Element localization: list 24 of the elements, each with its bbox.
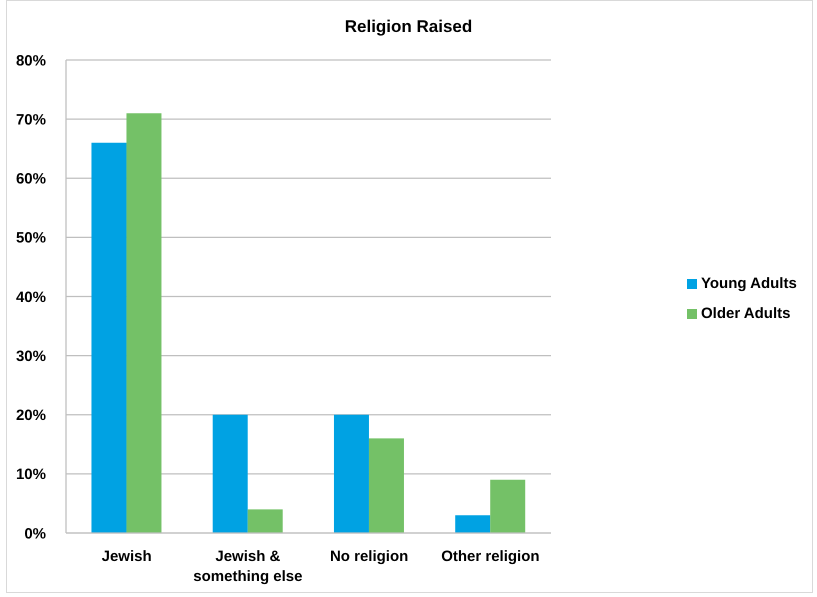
bar xyxy=(368,438,404,533)
x-tick-label: Jewish xyxy=(102,548,152,565)
bar xyxy=(248,509,283,533)
y-tick-label: 10% xyxy=(16,466,46,484)
x-tick-label: No religion xyxy=(330,548,408,565)
bar xyxy=(126,113,162,533)
chart-title: Religion Raised xyxy=(344,17,474,37)
y-tick-label: 50% xyxy=(16,230,46,247)
bar xyxy=(334,414,369,533)
bar xyxy=(490,480,526,533)
bar xyxy=(455,515,490,533)
y-tick-label: 0% xyxy=(24,525,46,542)
legend-label: Older Adults xyxy=(701,305,790,322)
x-tick-label: Jewish & something else xyxy=(193,548,302,585)
bar xyxy=(212,414,248,533)
x-tick-label: Other religion xyxy=(441,548,540,565)
y-tick-label: 40% xyxy=(16,288,46,306)
y-tick-label: 70% xyxy=(16,111,46,128)
legend-label: Young Adults xyxy=(701,275,797,292)
y-tick-label: 60% xyxy=(16,170,46,188)
bar xyxy=(91,142,126,533)
y-tick-label: 30% xyxy=(16,348,46,365)
y-tick-label: 80% xyxy=(16,52,46,70)
y-tick-label: 20% xyxy=(16,407,46,424)
